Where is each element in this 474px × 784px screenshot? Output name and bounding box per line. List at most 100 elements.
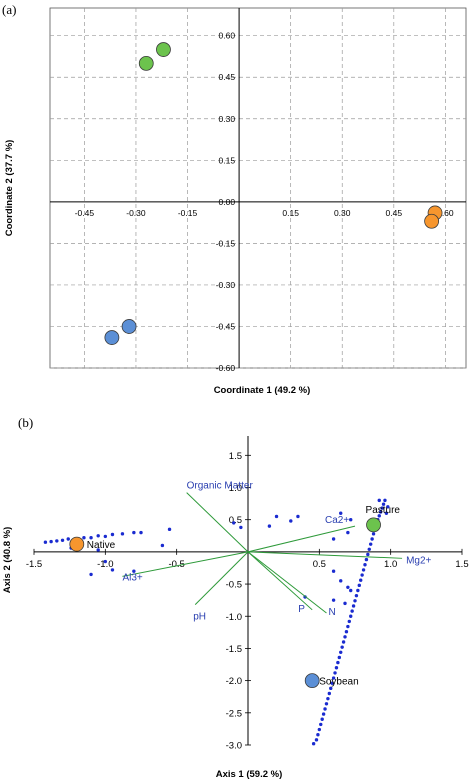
panel-b-point-20 (89, 572, 93, 577)
panel-b-point-50 (364, 557, 369, 562)
panel-b-point-79 (323, 707, 327, 711)
panel-b-sample-marker-2 (304, 673, 320, 689)
panel-b-point-63 (346, 624, 350, 629)
panel-b-x-tick-label-0: -1.5 (26, 559, 42, 570)
panel-b-point-13 (132, 530, 136, 535)
panel-b-x-tick-label-2: -0.5 (168, 559, 184, 570)
panel-b-point-53 (360, 573, 364, 577)
panel-a-y-tick-label-1: 0.45 (219, 72, 236, 82)
panel-b-point-67 (340, 645, 344, 649)
panel-b-point-37 (383, 498, 387, 503)
panel-b-point-24 (267, 524, 272, 528)
panel-a-x-tick-label-2: -0.15 (178, 208, 198, 218)
panel-b-vector-line-0 (186, 492, 249, 553)
panel-b-x-axis-title: Axis 1 (59.2 %) (216, 769, 283, 780)
panel-b-point-34 (331, 598, 336, 602)
panel-a-points (104, 42, 443, 345)
panel-b-point-30 (331, 569, 336, 573)
panel-b-point-41 (377, 514, 381, 518)
panel-a-point-0-1 (121, 319, 137, 334)
panel-b-vector-label-4: pH (193, 612, 206, 623)
panel-b-y-axis-title: Axis 2 (40.8 %) (2, 527, 13, 594)
panel-a-x-tick-label-4: 0.30 (334, 208, 351, 218)
panel-b-point-85 (314, 738, 319, 742)
panel-a-point-1-1 (156, 42, 171, 57)
panel-b-point-26 (274, 514, 279, 519)
panel-a-y-tick-label-6: -0.30 (216, 280, 236, 290)
panel-b-point-35 (343, 601, 347, 606)
panel-a-x-tick-label-6: 0.60 (437, 208, 454, 218)
panel-a-y-tick-label-8: -0.60 (216, 363, 236, 373)
panel-b-point-66 (341, 640, 346, 644)
panel-b-vector-line-4 (194, 551, 249, 606)
panel-b-point-46 (370, 537, 374, 541)
panel-b-point-23 (239, 525, 243, 530)
panel-b-point-77 (326, 696, 330, 701)
panel-b-point-56 (356, 588, 360, 593)
panel-b-point-29 (349, 517, 353, 522)
panel-b-point-19 (110, 568, 115, 572)
panel-b-sample-marker-1 (366, 517, 381, 533)
panel-b-point-71 (334, 666, 339, 670)
panel-b-vector-label-0: Organic Matter (187, 481, 254, 492)
panel-b-x-tick-label-3: 0.5 (313, 559, 326, 570)
panel-b-point-28 (339, 511, 343, 515)
panel-b-vectors: Organic Matter Ca2+ Mg2+ Al3+ pH P N (122, 481, 432, 623)
panel-b-label: (b) (18, 415, 33, 430)
panel-a-point-0-0 (104, 330, 120, 345)
panel-a-x-tick-label-3: 0.15 (282, 208, 299, 218)
panel-a-point-1-0 (138, 55, 154, 71)
panel-b-y-tick-label-5: -1.5 (226, 644, 242, 655)
panel-a-ticks: -0.45 -0.30 -0.15 0.15 0.30 0.45 0.60 0.60 0.45 0… (75, 31, 454, 373)
panel-a-x-tick-label-1: -0.30 (126, 208, 146, 218)
panel-b-point-52 (361, 568, 366, 572)
panel-b-point-55 (357, 583, 361, 588)
panel-b-point-78 (324, 702, 329, 706)
panel-a-y-tick-label-5: -0.15 (216, 238, 236, 248)
panel-b-point-16 (160, 543, 165, 548)
panel-b-sample-label-2: Soybean (319, 677, 358, 688)
panel-b-point-22 (232, 521, 236, 525)
panel-b-x-tick-label-1: -1.0 (97, 559, 113, 570)
panel-b-point-17 (96, 548, 100, 552)
panel-b-samples: Native Pasture Soybean (69, 505, 400, 689)
panel-b-point-80 (321, 712, 326, 716)
panel-b-point-62 (347, 619, 351, 624)
panel-b-point-74 (330, 681, 334, 685)
panel-b-point-14 (139, 530, 143, 535)
panel-b-point-69 (337, 655, 342, 660)
panel-a-frame (49, 7, 467, 369)
panel-b-y-tick-label-2: 0.5 (229, 515, 242, 526)
panel-b-point-88 (331, 537, 336, 541)
panel-b-point-90 (386, 505, 390, 509)
panel-b-point-10 (103, 534, 108, 539)
panel-b-point-72 (333, 671, 337, 675)
panel-b-vector-label-1: Ca2+ (325, 515, 349, 526)
panel-b-point-61 (349, 614, 353, 618)
panel-b-point-25 (289, 519, 293, 523)
panel-b-point-36 (377, 498, 381, 503)
panel-a-y-tick-label-3: 0.15 (219, 155, 236, 165)
panel-b-point-75 (329, 686, 333, 691)
panel-b-vector-label-6: N (328, 607, 335, 618)
panel-b-point-18 (103, 559, 108, 564)
panel-b-point-4 (66, 537, 70, 541)
panel-a-x-axis-title: Coordinate 1 (49.2 %) (214, 385, 311, 396)
panel-b-point-57 (354, 593, 359, 598)
panel-a-y-tick-label-0: 0.60 (219, 31, 236, 41)
panel-b-point-48 (367, 547, 371, 551)
panel-b-point-73 (331, 676, 336, 680)
panel-b-point-45 (371, 532, 376, 536)
panel-b-point-3 (60, 538, 65, 542)
panel-b-point-70 (336, 660, 340, 665)
panel-b-point-58 (353, 599, 357, 603)
panel-a-label: (a) (2, 2, 16, 17)
panel-b-point-40 (378, 510, 383, 514)
panel-b-vector-line-5 (247, 551, 313, 611)
panel-b-point-64 (344, 630, 349, 634)
panel-a-y-tick-label-7: -0.45 (216, 321, 236, 331)
panel-b-y-tick-label-6: -2.0 (226, 676, 242, 687)
panel-b-point-65 (343, 635, 347, 639)
panel-a-plot: -0.45 -0.30 -0.15 0.15 0.30 0.45 0.60 0.60 0.45 0… (49, 7, 467, 373)
